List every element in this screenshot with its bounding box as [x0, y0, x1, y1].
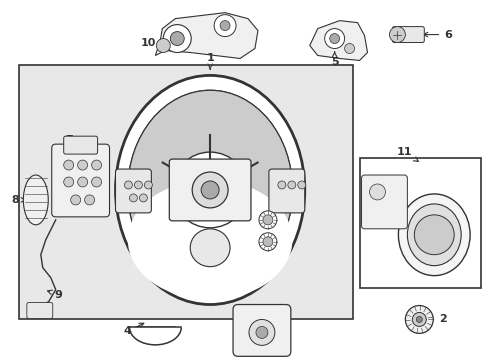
Circle shape	[405, 306, 432, 333]
Circle shape	[163, 24, 191, 53]
Text: 3: 3	[265, 329, 289, 339]
Circle shape	[71, 195, 81, 205]
FancyBboxPatch shape	[268, 169, 304, 213]
Text: 11: 11	[396, 147, 417, 161]
Circle shape	[124, 181, 132, 189]
Circle shape	[63, 177, 74, 187]
Circle shape	[220, 21, 229, 31]
Text: 5: 5	[330, 52, 338, 67]
Circle shape	[84, 195, 94, 205]
Polygon shape	[155, 13, 258, 58]
Text: 8: 8	[11, 195, 25, 205]
Circle shape	[91, 177, 102, 187]
Circle shape	[369, 184, 385, 200]
Text: 2: 2	[423, 314, 446, 324]
Circle shape	[415, 316, 422, 323]
Circle shape	[344, 44, 354, 54]
Ellipse shape	[190, 229, 229, 267]
Circle shape	[263, 215, 272, 225]
Circle shape	[63, 160, 74, 170]
Ellipse shape	[407, 204, 460, 266]
Circle shape	[388, 27, 405, 42]
FancyBboxPatch shape	[52, 144, 109, 217]
Circle shape	[277, 181, 285, 189]
Bar	[19, 66, 352, 319]
Circle shape	[259, 211, 276, 229]
FancyBboxPatch shape	[115, 169, 151, 213]
Circle shape	[214, 15, 236, 37]
Circle shape	[156, 39, 170, 53]
Circle shape	[139, 194, 147, 202]
Circle shape	[324, 28, 344, 49]
Text: 6: 6	[423, 30, 451, 40]
Circle shape	[172, 152, 247, 228]
Circle shape	[287, 181, 295, 189]
FancyBboxPatch shape	[27, 302, 53, 319]
Ellipse shape	[115, 75, 304, 305]
Circle shape	[263, 237, 272, 247]
Circle shape	[78, 160, 87, 170]
Circle shape	[134, 181, 142, 189]
Text: 4: 4	[123, 323, 143, 336]
FancyBboxPatch shape	[169, 159, 250, 221]
Circle shape	[78, 177, 87, 187]
Ellipse shape	[127, 90, 292, 290]
Circle shape	[192, 172, 227, 208]
Circle shape	[297, 181, 305, 189]
Circle shape	[255, 327, 267, 338]
Text: 10: 10	[141, 37, 166, 48]
Text: 1: 1	[206, 54, 214, 69]
FancyBboxPatch shape	[392, 27, 424, 42]
Polygon shape	[309, 21, 367, 60]
Circle shape	[170, 32, 184, 45]
Circle shape	[259, 233, 276, 251]
Circle shape	[248, 319, 274, 345]
Circle shape	[129, 194, 137, 202]
Circle shape	[144, 181, 152, 189]
FancyBboxPatch shape	[233, 305, 290, 356]
Circle shape	[91, 160, 102, 170]
Text: 9: 9	[47, 289, 62, 300]
Ellipse shape	[127, 90, 292, 290]
Circle shape	[411, 312, 426, 327]
Circle shape	[201, 181, 219, 199]
Circle shape	[329, 33, 339, 44]
Bar	[359, 158, 480, 288]
FancyBboxPatch shape	[63, 136, 98, 154]
FancyBboxPatch shape	[361, 175, 407, 229]
Ellipse shape	[23, 175, 48, 225]
Ellipse shape	[398, 194, 469, 276]
Circle shape	[413, 215, 453, 255]
Ellipse shape	[127, 180, 292, 300]
Text: 7: 7	[65, 135, 80, 149]
